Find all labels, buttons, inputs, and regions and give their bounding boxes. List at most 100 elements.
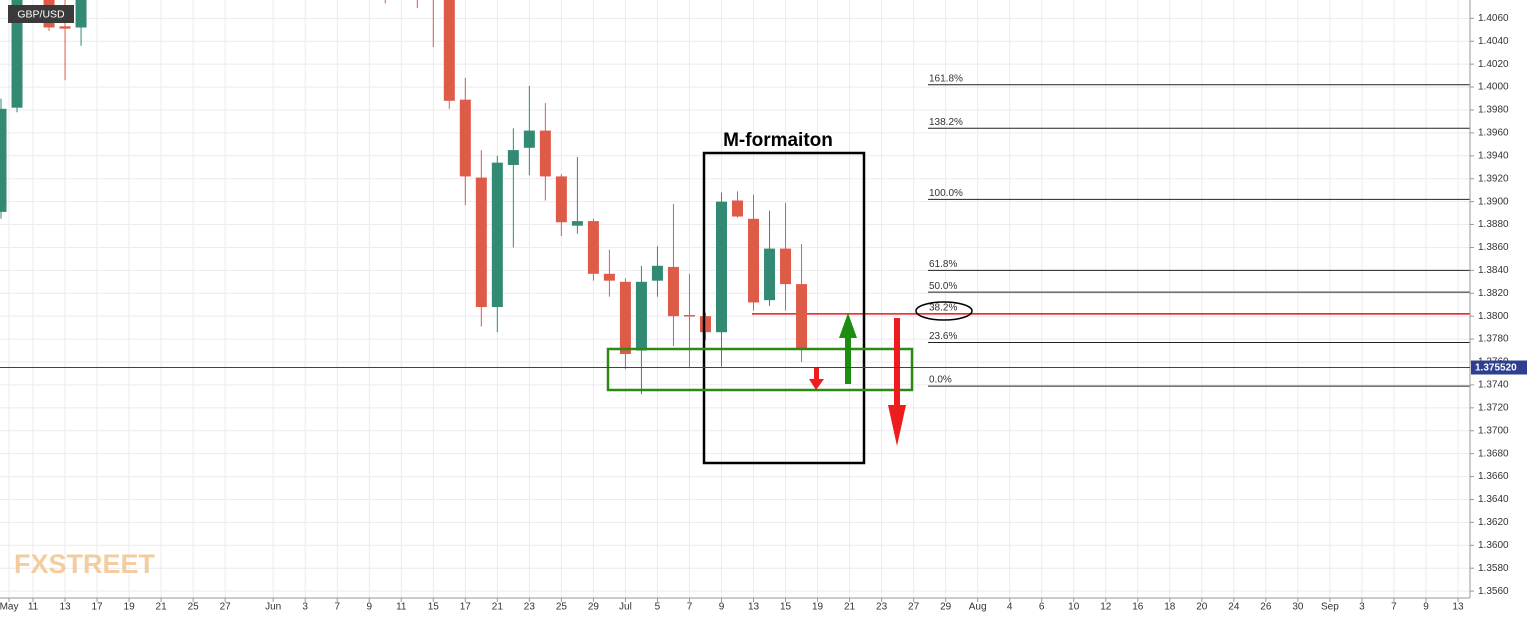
y-tick-label: 1.3800 <box>1478 311 1509 322</box>
x-tick-label: 19 <box>812 602 824 613</box>
y-tick-label: 1.3880 <box>1478 219 1509 230</box>
arrow-shaft <box>845 336 851 384</box>
y-tick-label: 1.3860 <box>1478 242 1509 253</box>
symbol: GBP/USD <box>17 8 65 20</box>
x-tick-label: 11 <box>396 602 407 613</box>
y-tick-label: 1.4060 <box>1478 13 1509 24</box>
candle-body <box>587 221 599 274</box>
fib-label: 38.2% <box>929 303 957 314</box>
x-tick-label: 23 <box>524 602 536 613</box>
x-tick-label: Aug <box>969 602 987 613</box>
x-tick-label: 11 <box>28 602 39 613</box>
up-arrow <box>839 313 857 384</box>
candle-body <box>523 130 535 148</box>
candle-body <box>491 162 503 308</box>
y-tick-label: 1.3740 <box>1478 380 1509 391</box>
arrow-head <box>888 405 906 446</box>
fib-label: 61.8% <box>929 259 957 270</box>
y-tick-label: 1.3840 <box>1478 265 1509 276</box>
x-tick-label: 13 <box>748 602 760 613</box>
x-tick-label: Jun <box>265 602 281 613</box>
y-tick-label: 1.3780 <box>1478 334 1509 345</box>
y-tick-label: 1.3660 <box>1478 471 1509 482</box>
candle-body <box>555 176 567 223</box>
candle-body <box>75 0 87 28</box>
fib-label: 50.0% <box>929 281 957 292</box>
x-tick-label: 20 <box>1196 602 1208 613</box>
candle-body <box>507 150 519 165</box>
x-tick-label: 9 <box>366 602 372 613</box>
candles <box>0 0 808 395</box>
x-tick-label: 25 <box>188 602 200 613</box>
fib-label: 0.0% <box>929 375 952 386</box>
x-tick-label: 27 <box>908 602 920 613</box>
plot-background <box>0 0 1470 598</box>
y-tick-label: 1.3600 <box>1478 540 1509 551</box>
y-tick-label: 1.4000 <box>1478 82 1509 93</box>
y-tick-label: 1.3580 <box>1478 563 1509 574</box>
x-tick-label: May <box>0 602 18 613</box>
y-tick-label: 1.3900 <box>1478 196 1509 207</box>
x-tick-label: 13 <box>59 602 71 613</box>
x-tick-label: Sep <box>1321 602 1339 613</box>
x-tick-label: 15 <box>780 602 792 613</box>
watermark: FXSTREET <box>14 549 156 579</box>
support-box <box>606 347 914 392</box>
x-tick-label: 27 <box>220 602 232 613</box>
x-tick-label: 7 <box>1391 602 1397 613</box>
candle-body <box>571 221 583 226</box>
x-tick-label: Jul <box>619 602 632 613</box>
fib-label: 100.0% <box>929 188 963 199</box>
x-tick-label: 12 <box>1100 602 1112 613</box>
x-tick-label: 19 <box>124 602 136 613</box>
x-tick-label: 18 <box>1164 602 1176 613</box>
x-tick-label: 4 <box>1007 602 1013 613</box>
fibonacci: 161.8% 138.2% 100.0% 61.8% 50.0% 38.2% 23.6% 0.… <box>752 73 1470 387</box>
symbol-box <box>8 5 74 23</box>
y-tick-label: 1.3920 <box>1478 173 1509 184</box>
candle-body <box>764 248 776 301</box>
candle-body <box>0 108 7 212</box>
small-down-arrow <box>809 367 824 390</box>
x-tick-label: 3 <box>302 602 308 613</box>
x-tick-label: 24 <box>1228 602 1240 613</box>
arrow-shaft <box>894 318 900 408</box>
candle-body <box>667 266 679 317</box>
fib-label: 161.8% <box>929 73 963 84</box>
y-tick-label: 1.4040 <box>1478 36 1509 47</box>
arrow-head <box>809 379 824 390</box>
last-price-label: 1.375520 <box>1475 363 1517 374</box>
y-tick-label: 1.3640 <box>1478 494 1509 505</box>
x-tick-label: 17 <box>92 602 104 613</box>
y-tick-label: 1.3940 <box>1478 150 1509 161</box>
candle-body <box>780 248 792 285</box>
candle-body <box>539 130 551 177</box>
x-tick-label: 7 <box>687 602 693 613</box>
x-tick-label: 13 <box>1452 602 1464 613</box>
x-tick-label: 9 <box>1423 602 1429 613</box>
y-tick-label: 1.3960 <box>1478 128 1509 139</box>
x-tick-label: 23 <box>876 602 888 613</box>
y-tick-label: 1.3720 <box>1478 402 1509 413</box>
y-tick-label: 1.3980 <box>1478 105 1509 116</box>
y-tick-label: 1.3820 <box>1478 288 1509 299</box>
candle-body <box>732 200 744 217</box>
x-tick-label: 29 <box>588 602 600 613</box>
x-tick-label: 25 <box>556 602 568 613</box>
down-arrow <box>888 318 906 446</box>
x-tick-label: 26 <box>1260 602 1272 613</box>
x-tick-label: 6 <box>1039 602 1045 613</box>
y-tick-label: 1.3680 <box>1478 448 1509 459</box>
y-tick-label: 1.3560 <box>1478 586 1509 597</box>
axes: 1.4060 1.4040 1.4020 1.4000 1.3980 1.3960 1.39… <box>0 13 1527 613</box>
x-tick-label: 30 <box>1292 602 1304 613</box>
grid <box>0 0 1470 598</box>
candle-body <box>699 316 711 333</box>
candle-body <box>635 281 647 351</box>
x-tick-label: 5 <box>655 602 661 613</box>
y-tick-label: 1.4020 <box>1478 59 1509 70</box>
x-tick-label: 21 <box>156 602 168 613</box>
candle-body <box>715 201 727 333</box>
last-price-box <box>1471 360 1527 375</box>
